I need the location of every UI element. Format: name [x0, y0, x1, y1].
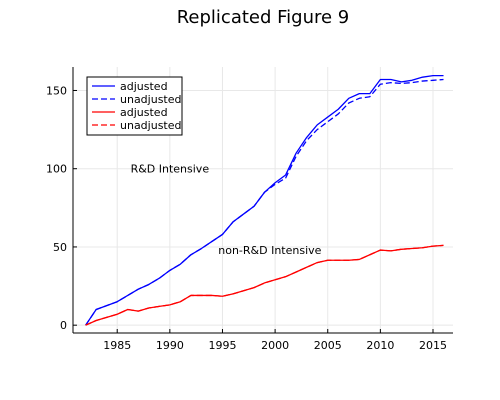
y-tick-label: 150	[46, 84, 67, 97]
x-tick-label: 1990	[156, 339, 184, 352]
x-tick-label: 1985	[103, 339, 131, 352]
x-tick-label: 2000	[261, 339, 289, 352]
legend-entry-label: adjusted	[120, 106, 168, 119]
legend-entry-label: adjusted	[120, 80, 168, 93]
x-tick-label: 2010	[366, 339, 394, 352]
series-line-blue-unadjusted	[85, 78, 444, 326]
y-tick-label: 50	[53, 241, 67, 254]
axes	[72, 67, 453, 334]
x-tick-label: 2015	[419, 339, 447, 352]
legend-entry-label: unadjusted	[120, 119, 182, 132]
y-tick-label: 100	[46, 163, 67, 176]
annotation-label: R&D Intensive	[131, 163, 210, 176]
y-tick-label: 0	[60, 319, 67, 332]
x-tick-label: 1995	[208, 339, 236, 352]
series-line-red-adjusted	[85, 244, 444, 326]
x-tick-label: 2005	[314, 339, 342, 352]
series-line-red-unadjusted	[85, 244, 444, 326]
legend-entry-label: unadjusted	[120, 93, 182, 106]
annotation-label: non-R&D Intensive	[218, 244, 321, 257]
ticks: 1985 1990 1995 2000 2005 2010 2015 0 50 100 150	[46, 84, 447, 352]
annotations: R&D Intensive non-R&D Intensive	[131, 163, 322, 257]
chart-title: Replicated Figure 9	[177, 7, 350, 28]
series-lines	[85, 74, 444, 326]
